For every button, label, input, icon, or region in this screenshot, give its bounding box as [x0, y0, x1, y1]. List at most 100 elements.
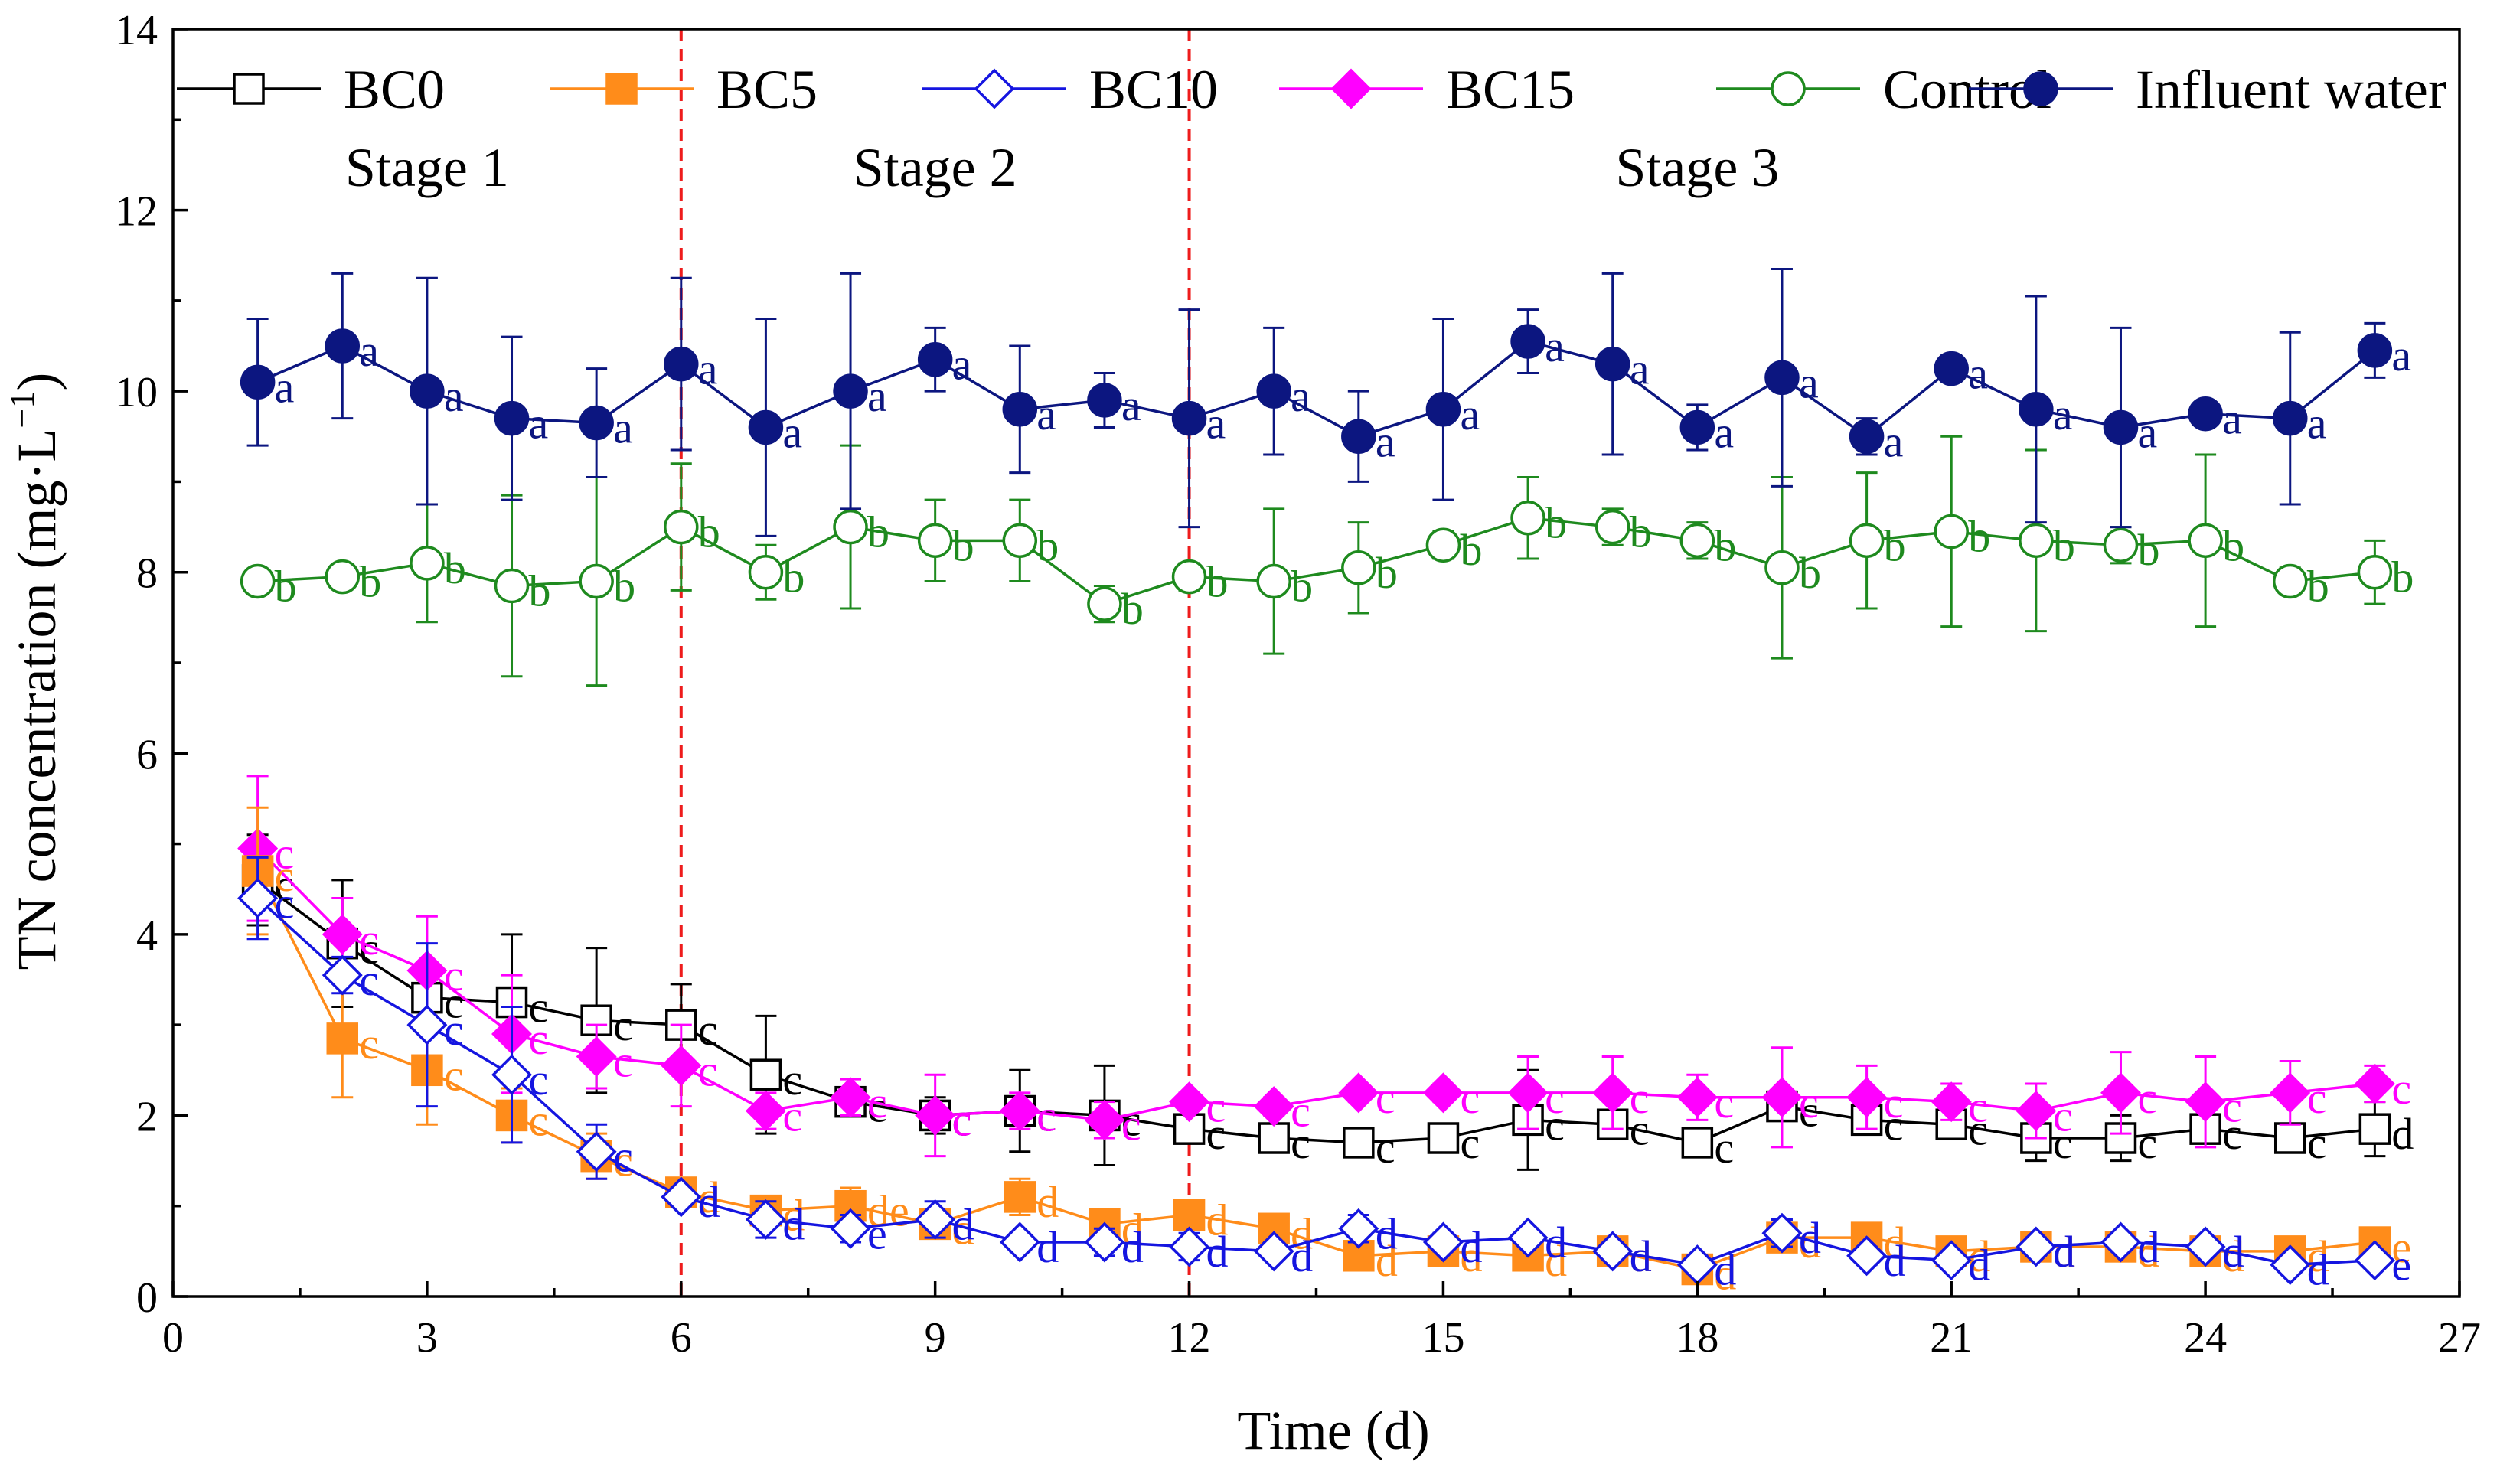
point-bc5-10: [1004, 1181, 1036, 1213]
stage-label-2: Stage 2: [854, 137, 1017, 198]
point-bc10-3: [406, 1004, 448, 1045]
point-bc0-18: [1681, 1127, 1714, 1159]
sig-letter-influent-water-7: a: [782, 407, 802, 457]
sig-letter-bc5-22: d: [2053, 1227, 2075, 1277]
sig-letter-influent-water-11: a: [1121, 380, 1141, 430]
legend: BC0 BC5 BC10 BC15 Control Influent water: [177, 59, 2446, 120]
sig-letter-bc10-18: d: [1714, 1245, 1736, 1295]
point-bc0-25: [2273, 1122, 2306, 1154]
x-tick-label-21: 21: [1930, 1314, 1973, 1362]
point-bc5-12: [1173, 1199, 1206, 1231]
sig-letter-control-17: b: [1630, 507, 1652, 557]
point-bc10-2: [322, 954, 363, 996]
point-influent-water-9: [917, 341, 953, 377]
point-control-7: [748, 554, 784, 590]
point-bc15-19: [1761, 1077, 1803, 1118]
sig-letter-bc15-1: c: [275, 828, 295, 878]
sig-letter-bc5-26: e: [2391, 1222, 2411, 1272]
sig-letter-bc15-7: c: [782, 1091, 802, 1141]
point-control-12: [1171, 559, 1207, 595]
point-bc10-16: [1507, 1217, 1549, 1258]
sig-letter-bc0-23: c: [2137, 1118, 2157, 1168]
legend-label-influent-water: Influent water: [2136, 59, 2446, 120]
point-influent-water-22: [2019, 392, 2054, 427]
point-bc10-21: [1931, 1240, 1972, 1281]
sig-letter-control-14: b: [1376, 548, 1398, 598]
point-control-24: [2188, 523, 2223, 559]
sig-letter-bc10-22: d: [2053, 1227, 2075, 1277]
sig-letter-bc15-10: c: [1036, 1091, 1056, 1141]
sig-letter-control-15: b: [1460, 525, 1482, 575]
point-bc15-9: [915, 1094, 956, 1136]
sig-letter-bc5-8: de: [867, 1186, 909, 1236]
sig-letter-control-16: b: [1545, 498, 1567, 548]
legend-label-bc5: BC5: [716, 59, 818, 120]
point-bc10-8: [830, 1208, 871, 1249]
sig-letter-bc0-15: c: [1460, 1118, 1480, 1168]
point-influent-water-25: [2272, 400, 2308, 436]
sig-letter-bc15-18: c: [1714, 1078, 1734, 1127]
sig-letter-bc10-2: c: [359, 955, 379, 1005]
sig-letter-bc10-8: e: [867, 1208, 887, 1258]
y-tick-label-2: 2: [136, 1093, 158, 1140]
sig-letter-bc15-6: c: [698, 1045, 718, 1095]
sig-letter-bc10-4: c: [529, 1055, 549, 1104]
sig-letter-bc0-24: c: [2222, 1109, 2242, 1159]
sig-letter-influent-water-1: a: [275, 362, 295, 412]
sig-letter-bc15-12: c: [1206, 1082, 1226, 1132]
point-bc10-25: [2270, 1244, 2311, 1286]
point-bc15-11: [1084, 1099, 1125, 1140]
sig-letter-bc5-23: d: [2137, 1227, 2159, 1277]
sig-letter-influent-water-25: a: [2307, 399, 2327, 448]
point-bc15-12: [1169, 1081, 1210, 1123]
sig-letter-bc10-11: d: [1121, 1222, 1144, 1272]
series-control: b b b b b b b b b b b b b b b b b b b b b b b b b b: [240, 435, 2414, 687]
point-bc15-7: [745, 1091, 786, 1131]
sig-letter-influent-water-16: a: [1545, 321, 1565, 371]
sig-letter-bc10-12: d: [1206, 1227, 1229, 1277]
sig-letter-bc15-15: c: [1460, 1073, 1480, 1123]
sig-letter-control-10: b: [1036, 520, 1059, 570]
point-influent-water-18: [1679, 409, 1715, 445]
sig-letter-control-21: b: [1968, 511, 1990, 561]
point-bc15-22: [2016, 1091, 2057, 1131]
sig-letter-influent-water-13: a: [1291, 371, 1310, 421]
sig-letter-bc5-2: c: [359, 1019, 379, 1068]
y-tick-label-4: 4: [136, 912, 158, 960]
point-bc10-22: [2016, 1226, 2057, 1267]
point-influent-water-4: [494, 400, 530, 436]
point-influent-water-15: [1425, 392, 1461, 427]
sig-letter-bc15-4: c: [529, 1014, 549, 1064]
sig-letter-bc0-22: c: [2053, 1118, 2073, 1168]
legend-label-bc10: BC10: [1089, 59, 1218, 120]
point-control-2: [325, 559, 361, 595]
point-bc10-26: [2354, 1240, 2395, 1281]
point-bc15-14: [1338, 1072, 1379, 1114]
y-axis-label: TN concentration (mg·L−1): [2, 373, 67, 970]
sig-letter-bc15-3: c: [444, 951, 464, 1000]
sig-letter-control-8: b: [867, 507, 889, 557]
point-bc15-25: [2270, 1072, 2311, 1114]
sig-letter-control-23: b: [2137, 525, 2159, 575]
point-influent-water-19: [1764, 360, 1800, 396]
point-bc10-9: [915, 1199, 956, 1240]
point-bc10-1: [237, 878, 279, 919]
sig-letter-bc15-17: c: [1630, 1073, 1650, 1123]
y-axis-label-close: ): [6, 373, 67, 391]
point-bc15-26: [2354, 1063, 2395, 1104]
point-bc10-14: [1338, 1208, 1379, 1249]
sig-letter-bc10-25: d: [2307, 1245, 2329, 1295]
sig-letter-influent-water-26: a: [2391, 331, 2411, 380]
point-control-15: [1425, 527, 1461, 563]
point-bc15-24: [2185, 1081, 2226, 1123]
point-bc15-18: [1676, 1077, 1718, 1118]
sig-letter-bc0-7: c: [782, 1055, 802, 1104]
sig-letter-control-5: b: [613, 562, 635, 612]
x-tick-label-3: 3: [416, 1314, 438, 1362]
sig-letter-bc15-5: c: [613, 1037, 633, 1087]
sig-letter-influent-water-17: a: [1630, 344, 1650, 394]
point-control-9: [917, 523, 953, 559]
